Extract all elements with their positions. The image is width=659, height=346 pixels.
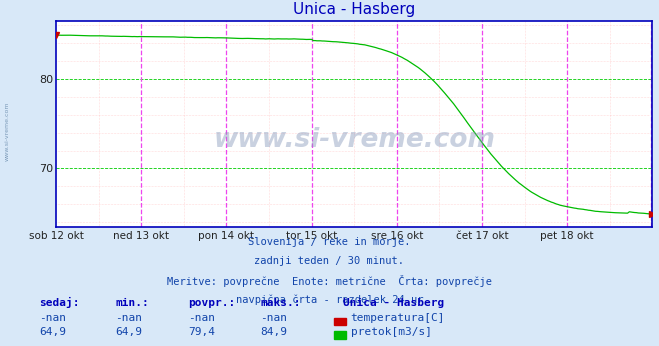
Text: Unica - Hasberg: Unica - Hasberg xyxy=(343,298,444,308)
Text: 64,9: 64,9 xyxy=(40,327,67,337)
Text: sedaj:: sedaj: xyxy=(40,297,80,308)
Text: zadnji teden / 30 minut.: zadnji teden / 30 minut. xyxy=(254,256,405,266)
Text: 79,4: 79,4 xyxy=(188,327,215,337)
Text: -nan: -nan xyxy=(115,313,142,323)
Title: Unica - Hasberg: Unica - Hasberg xyxy=(293,2,415,17)
Text: navpična črta - razdelek 24 ur: navpična črta - razdelek 24 ur xyxy=(236,294,423,304)
Text: povpr.:: povpr.: xyxy=(188,298,235,308)
Text: -nan: -nan xyxy=(260,313,287,323)
Text: www.si-vreme.com: www.si-vreme.com xyxy=(5,102,10,161)
Text: 64,9: 64,9 xyxy=(115,327,142,337)
Text: Slovenija / reke in morje.: Slovenija / reke in morje. xyxy=(248,237,411,247)
Text: -nan: -nan xyxy=(40,313,67,323)
Text: -nan: -nan xyxy=(188,313,215,323)
Text: min.:: min.: xyxy=(115,298,149,308)
Text: 84,9: 84,9 xyxy=(260,327,287,337)
Text: Meritve: povprečne  Enote: metrične  Črta: povprečje: Meritve: povprečne Enote: metrične Črta:… xyxy=(167,275,492,287)
Text: www.si-vreme.com: www.si-vreme.com xyxy=(214,127,495,153)
Text: temperatura[C]: temperatura[C] xyxy=(351,313,445,323)
Text: pretok[m3/s]: pretok[m3/s] xyxy=(351,327,432,337)
Text: maks.:: maks.: xyxy=(260,298,301,308)
